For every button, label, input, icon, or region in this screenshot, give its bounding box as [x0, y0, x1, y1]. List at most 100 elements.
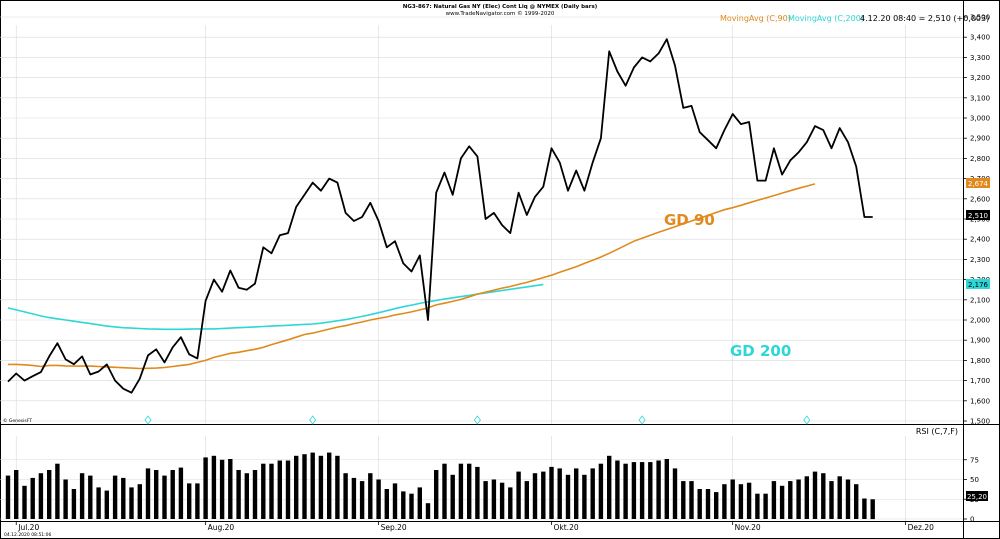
rsi-bar: [854, 484, 859, 519]
rsi-bar: [714, 492, 719, 519]
ma90-value-box: [966, 178, 990, 188]
rsi-bar: [203, 457, 208, 519]
rsi-bar: [285, 460, 291, 519]
rsi-bar: [812, 471, 818, 519]
rsi-bar: [359, 481, 365, 519]
rsi-bar: [425, 503, 431, 519]
x-tick-label: Okt.20: [554, 523, 579, 532]
rsi-bar: [277, 460, 282, 519]
rsi-tick-label: 0: [970, 516, 974, 524]
price-tick-label: 3,000: [970, 115, 990, 123]
rsi-bar: [88, 475, 93, 519]
rsi-bar: [30, 477, 35, 519]
rsi-bar: [483, 481, 488, 519]
rsi-bar: [187, 483, 192, 519]
rsi-bar: [541, 471, 546, 519]
rsi-bar: [261, 463, 266, 519]
rsi-bar: [623, 463, 628, 519]
rsi-bar: [508, 487, 513, 519]
rsi-bar: [351, 477, 357, 519]
rsi-bar: [154, 470, 159, 519]
rsi-bar: [722, 484, 727, 519]
rsi-bar: [804, 476, 809, 519]
rsi-bar: [129, 487, 134, 519]
rsi-bar: [327, 452, 332, 519]
rsi-bar: [829, 481, 834, 519]
rsi-bar: [607, 455, 612, 519]
rsi-bar: [730, 479, 735, 519]
rsi-bar: [195, 483, 200, 519]
rsi-bar: [845, 479, 851, 519]
rsi-bar: [310, 452, 315, 519]
price-axis: 1,5001,6001,7001,8001,9002,0002,1002,200…: [963, 14, 990, 426]
rsi-bar: [672, 468, 678, 519]
rsi-bar: [557, 468, 562, 519]
rsi-bar: [145, 468, 151, 519]
price-value-box: [966, 210, 990, 220]
x-axis: Jul.20 Aug.20 Sep.20 Okt.20 Nov.20 Dez.20: [15, 521, 934, 532]
rsi-bar: [705, 489, 711, 519]
x-tick-label: Dez.20: [908, 523, 934, 532]
rsi-bar: [779, 485, 785, 519]
rsi-bar: [697, 489, 702, 519]
rsi-bar: [137, 484, 142, 519]
rsi-bar: [656, 460, 661, 519]
event-marker-icon: [309, 415, 317, 425]
rsi-title: RSI (C,7,F): [916, 427, 958, 436]
chart-subtitle: www.TradeNavigator.com © 1999-2020: [446, 10, 555, 17]
rsi-bar: [302, 454, 307, 519]
event-marker-icon: [638, 415, 646, 425]
legend-quote: 4.12.20 08:40 = 2,510 (+0,003): [860, 14, 989, 23]
price-tick-label: 3,500: [970, 14, 990, 22]
price-tick-label: 1,700: [970, 377, 990, 385]
price-tick-label: 2,100: [970, 296, 990, 304]
rsi-bar: [631, 462, 637, 519]
gd200-label: GD 200: [730, 342, 791, 360]
x-tick-label: Jul.20: [17, 523, 39, 532]
rsi-bar: [96, 487, 101, 519]
legend-ma200: MovingAvg (C,200): [788, 14, 864, 23]
rsi-bar: [335, 455, 340, 519]
rsi-bar: [38, 473, 44, 519]
event-marker-icon: [473, 415, 481, 425]
price-tick-label: 3,200: [970, 74, 990, 82]
rsi-bar: [14, 470, 19, 519]
axis-value-label: 2,176: [968, 281, 989, 289]
rsi-bar: [401, 491, 406, 519]
rsi-tick-label: 75: [970, 456, 979, 464]
rsi-bar: [681, 481, 686, 519]
rsi-bar: [417, 487, 422, 519]
event-marker-icon: [803, 415, 811, 425]
genesis-label: © GenesisFT: [3, 417, 32, 424]
rsi-bar: [582, 474, 587, 519]
rsi-bar: [549, 466, 554, 519]
price-tick-label: 2,400: [970, 236, 990, 244]
rsi-bar: [763, 493, 768, 519]
rsi-bar: [491, 479, 497, 519]
rsi-bar: [71, 489, 77, 519]
rsi-bar: [574, 468, 579, 519]
rsi-bar: [796, 479, 801, 519]
rsi-bar: [236, 470, 241, 519]
rsi-bar: [63, 479, 68, 519]
x-tick-label: Nov.20: [735, 523, 761, 532]
rsi-bar: [47, 470, 52, 519]
rsi-bar: [598, 463, 604, 519]
rsi-bar: [862, 498, 867, 519]
rsi-bar: [409, 493, 414, 519]
rsi-bar: [294, 455, 299, 519]
rsi-bar: [837, 476, 842, 519]
rsi-bar: [771, 481, 777, 519]
rsi-bar: [475, 466, 480, 519]
rsi-bar: [121, 477, 126, 519]
event-marker-icon: [144, 415, 152, 425]
rsi-bar: [565, 474, 571, 519]
rsi-bar: [434, 470, 439, 519]
ma200-value-box: [966, 279, 990, 289]
rsi-bar: [178, 467, 184, 519]
price-tick-label: 1,800: [970, 357, 990, 365]
rsi-bar: [112, 475, 118, 519]
rsi-bar: [269, 463, 274, 519]
